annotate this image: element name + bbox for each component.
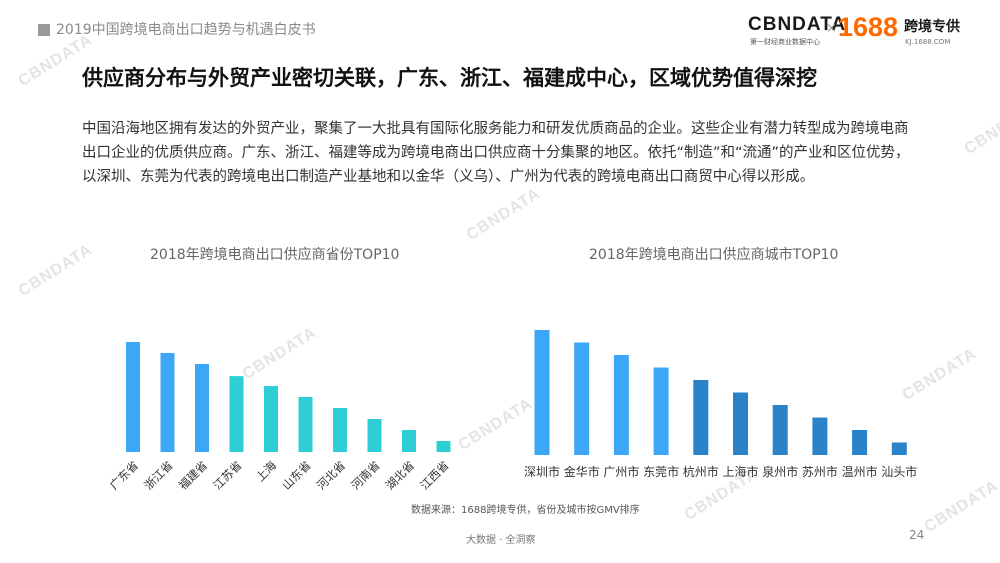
kuajing-logo: 跨境专供: [904, 19, 960, 35]
bar-汕头市: [891, 442, 907, 455]
data-source-note: 数据来源：1688跨境专供，省份及城市按GMV排序: [411, 505, 640, 516]
bar-苏州市: [812, 417, 828, 455]
bar-金华市: [574, 342, 590, 455]
bar-江西省: [436, 441, 451, 452]
bar-浙江省: [160, 353, 175, 452]
chart-title-cities: 2018年跨境电商出口供应商城市TOP10: [589, 247, 839, 263]
kuajing-logo-subtitle: KJ.1688.COM: [905, 38, 951, 46]
bar-湖北省: [402, 430, 416, 452]
bar-山东省: [298, 397, 313, 452]
chart-title-provinces: 2018年跨境电商出口供应商省份TOP10: [150, 247, 400, 263]
cbndata-logo-subtitle: 第一财经商业数据中心: [750, 38, 820, 46]
page-number: 24: [909, 528, 925, 542]
bar-杭州市: [693, 380, 709, 455]
page-title: 供应商分布与外贸产业密切关联，广东、浙江、福建成中心，区域优势值得深挖: [82, 66, 817, 90]
tick-label: 苏州市: [802, 464, 838, 479]
bar-福建省: [195, 364, 209, 452]
tick-label: 广州市: [603, 464, 639, 479]
intro-paragraph: 中国沿海地区拥有发达的外贸产业，聚集了一大批具有国际化服务能力和研发优质商品的企…: [82, 121, 910, 185]
tick-label: 金华市: [564, 464, 600, 479]
tick-label: 东莞市: [643, 464, 679, 479]
cbndata-logo: CBNDATA: [748, 14, 847, 35]
bar-广东省: [126, 342, 140, 452]
tick-label: 深圳市: [524, 464, 560, 479]
footer-slogan: 大数据 · 全洞察: [466, 535, 536, 546]
bar-东莞市: [653, 367, 669, 455]
1688-logo: 1688: [838, 12, 899, 42]
bar-泉州市: [772, 405, 788, 455]
bar-广州市: [613, 355, 629, 455]
bar-深圳市: [534, 330, 550, 455]
bar-温州市: [852, 430, 868, 455]
bar-河北省: [333, 408, 347, 452]
tick-label: 汕头市: [881, 464, 917, 479]
bar-上海市: [733, 392, 748, 455]
tick-label: 温州市: [842, 464, 878, 479]
logo-separator: ×: [826, 21, 837, 36]
document-title: 2019中国跨境电商出口趋势与机遇白皮书: [56, 22, 316, 38]
bar-河南省: [367, 419, 382, 452]
bar-上海: [264, 386, 278, 452]
header-marker: [38, 24, 50, 36]
tick-label: 杭州市: [683, 464, 719, 479]
tick-label: 上海市: [722, 464, 758, 479]
bar-江苏省: [229, 376, 244, 452]
tick-label: 泉州市: [762, 464, 798, 479]
